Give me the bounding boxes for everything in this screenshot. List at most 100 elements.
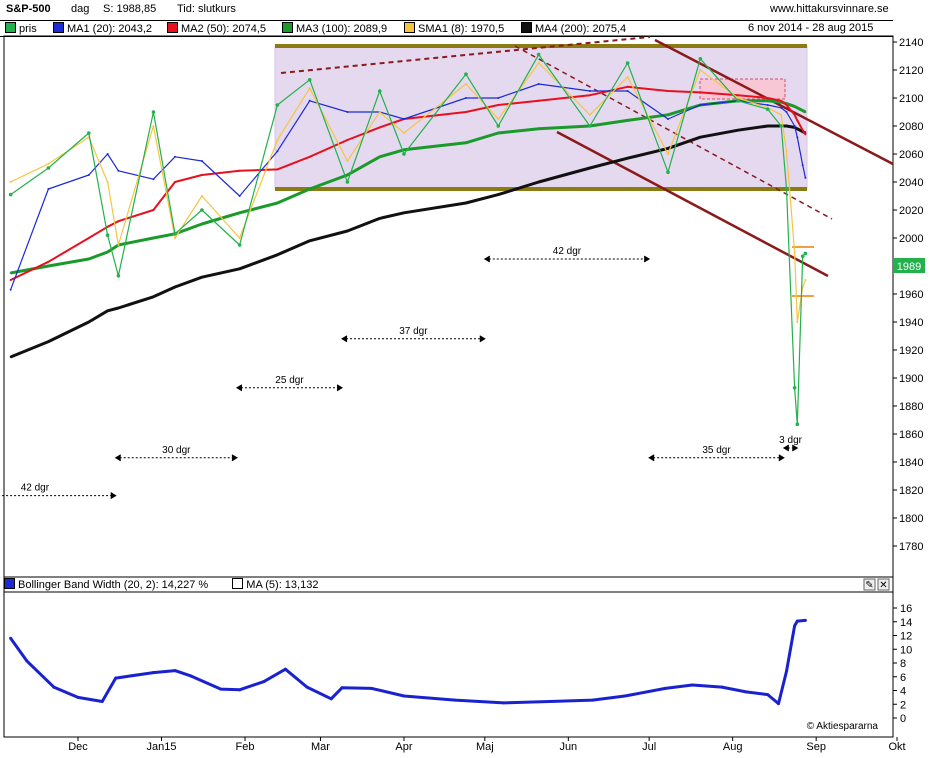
data-point — [378, 111, 381, 113]
indicator-point — [114, 676, 118, 680]
data-point — [152, 209, 155, 211]
time-tick-label: Aug — [723, 741, 743, 753]
time-tick-label: Okt — [888, 741, 905, 753]
data-point — [626, 90, 629, 92]
wrench-icon: ✎ — [865, 580, 873, 591]
data-point — [497, 104, 500, 106]
indicator-tick-label: 0 — [900, 713, 906, 725]
data-point — [86, 131, 91, 135]
data-point — [46, 166, 51, 170]
data-point — [698, 57, 703, 61]
data-point — [537, 83, 540, 85]
data-point — [766, 99, 769, 102]
indicator-point — [9, 636, 13, 640]
period-label: dag — [71, 3, 90, 15]
data-point — [346, 230, 349, 232]
data-point — [106, 181, 109, 183]
data-point — [308, 99, 311, 102]
price-legend: pris MA1 (20): 2043,2 MA2 (50): 2074,5 M… — [0, 20, 893, 37]
data-point — [152, 178, 155, 181]
data-point — [308, 188, 311, 190]
data-point — [200, 195, 203, 197]
data-point — [106, 225, 109, 228]
data-point — [737, 94, 740, 97]
data-point — [117, 307, 120, 309]
data-point — [793, 251, 796, 253]
chart-header: S&P-500 dag S: 1988,85 Tid: slutkurs www… — [0, 0, 937, 20]
time-tick-label: Dec — [68, 741, 88, 753]
data-point — [47, 188, 50, 190]
time-tick-label: Apr — [395, 741, 412, 753]
indicator-point — [100, 700, 104, 703]
data-point — [346, 174, 349, 176]
time-tick-label: Mar — [311, 741, 330, 753]
data-point — [667, 113, 670, 116]
data-point — [378, 155, 381, 158]
time-label: Tid: — [177, 3, 195, 15]
legend-label: MA1 (20): 2043,2 — [67, 23, 152, 35]
time-tick-label: Jul — [642, 741, 656, 753]
price-tick-label: 1940 — [899, 317, 923, 329]
data-point — [804, 133, 807, 136]
data-point — [785, 104, 788, 106]
indicator-point — [370, 686, 374, 690]
price-badge: 1989 — [897, 261, 921, 273]
data-point — [793, 113, 796, 116]
data-point — [308, 155, 311, 158]
annotation-arrow-right — [778, 454, 785, 462]
data-point — [796, 106, 799, 109]
data-point — [785, 111, 788, 113]
indicator-point — [623, 694, 627, 698]
data-point — [87, 321, 90, 323]
data-point — [537, 127, 540, 130]
data-point — [667, 153, 670, 155]
indicator-point — [25, 659, 29, 663]
data-point — [626, 157, 629, 160]
price-series — [8, 52, 808, 427]
data-point — [626, 119, 629, 122]
data-point — [804, 111, 807, 113]
indicator-point — [340, 686, 344, 690]
data-point — [377, 89, 382, 93]
indicator-settings-button[interactable] — [863, 578, 876, 591]
indicator-label: Bollinger Band Width (20, 2): 14,227 % — [18, 579, 209, 591]
data-point — [536, 52, 541, 57]
indicator-point — [76, 695, 80, 699]
data-point — [237, 243, 242, 247]
data-point — [464, 111, 467, 113]
legend-swatch-ma2 — [167, 22, 178, 33]
data-point — [784, 187, 789, 191]
indicator-point — [744, 690, 748, 694]
indicator-close-button[interactable] — [877, 578, 890, 591]
data-point — [588, 167, 591, 169]
indicator-swatch — [4, 578, 15, 589]
data-point — [346, 139, 349, 141]
price-tick-label: 1900 — [899, 373, 923, 385]
data-point — [87, 174, 90, 176]
data-point — [766, 125, 769, 127]
legend-label: MA3 (100): 2089,9 — [296, 23, 388, 35]
indicator-point — [283, 667, 287, 671]
annotation-label: 42 dgr — [553, 246, 582, 257]
data-point — [402, 211, 405, 214]
price-tick-label: 2100 — [899, 93, 923, 105]
annotation-arrow-right — [643, 255, 651, 263]
data-point — [793, 105, 796, 108]
data-point — [803, 251, 808, 256]
data-point — [308, 239, 311, 242]
annotation-arrow-right — [792, 444, 799, 452]
indicator-point — [690, 683, 694, 687]
data-point — [699, 104, 702, 106]
data-point — [308, 87, 311, 90]
time-tick-label: Feb — [236, 741, 255, 753]
data-point — [796, 127, 799, 130]
data-point — [796, 136, 799, 139]
price-tick-label: 2060 — [899, 149, 923, 161]
data-point — [151, 110, 156, 114]
indicator-point — [305, 685, 309, 689]
indicator-point — [402, 694, 406, 698]
data-point — [793, 125, 796, 127]
indicator-point — [189, 674, 193, 678]
data-point — [402, 132, 405, 134]
indicator-point — [793, 624, 797, 628]
